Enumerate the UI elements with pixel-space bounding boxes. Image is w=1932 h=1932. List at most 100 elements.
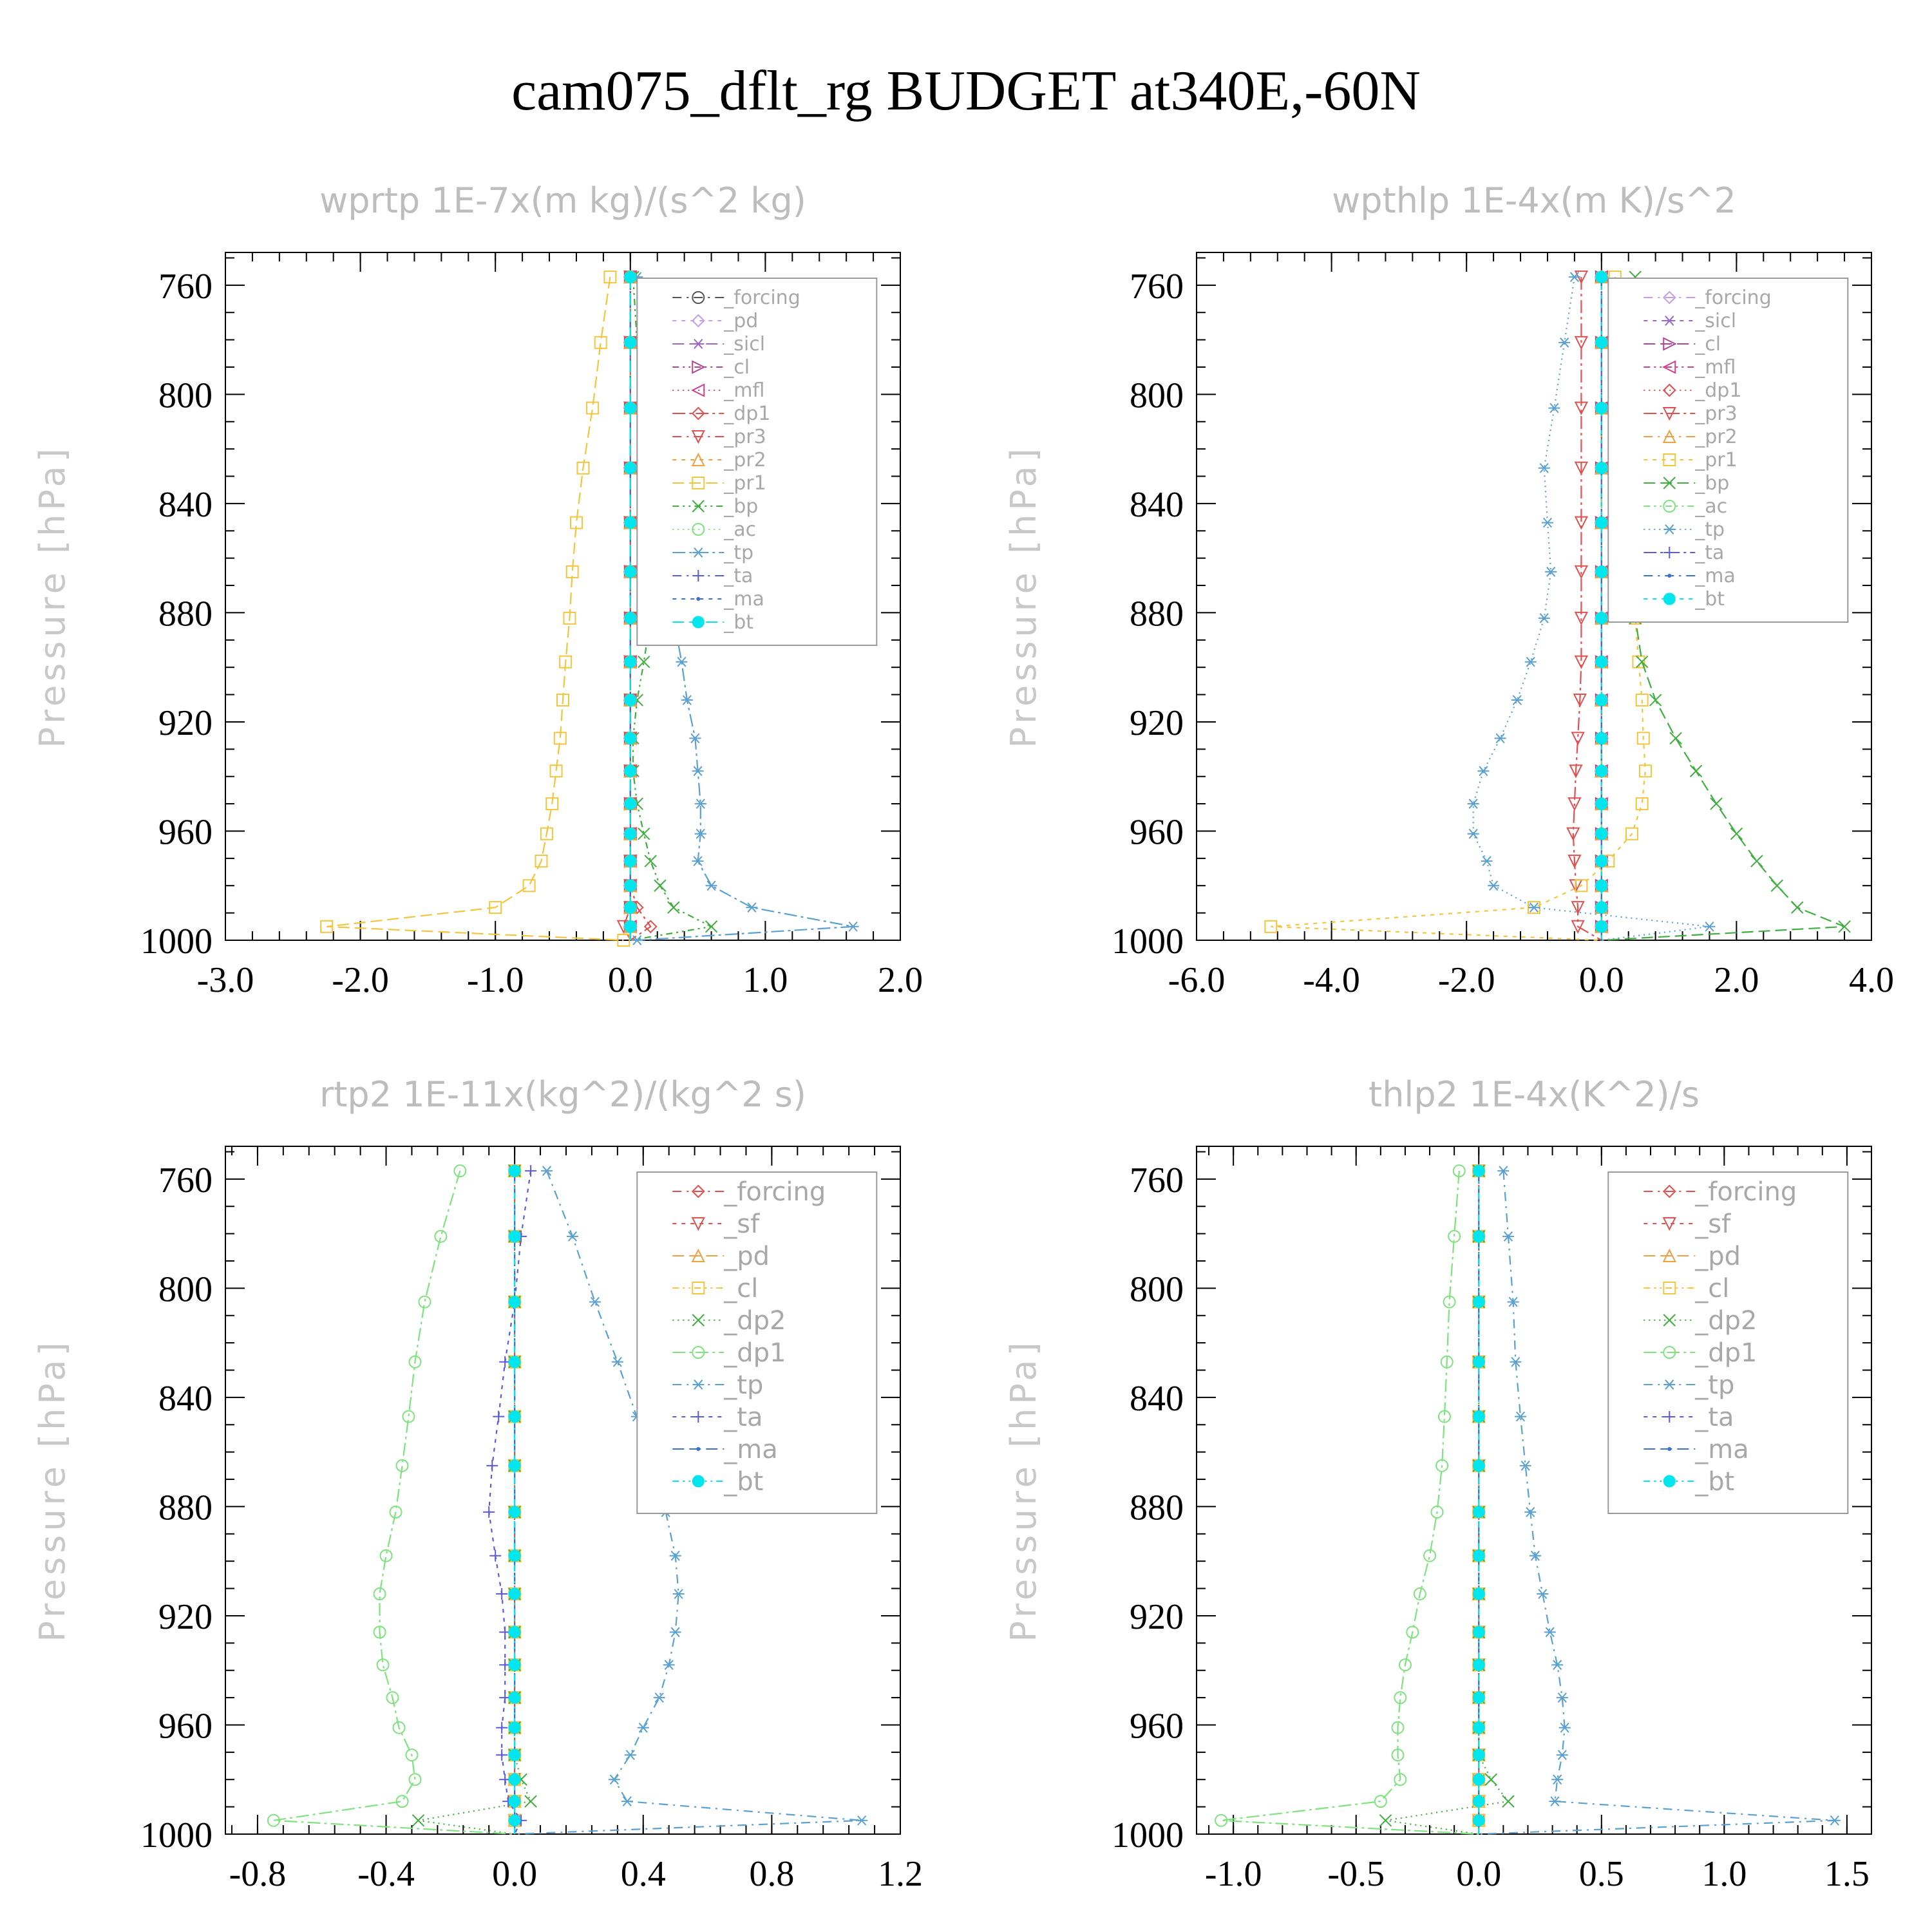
legend-marker (1662, 360, 1676, 374)
data-point (559, 655, 573, 668)
data-point (524, 1795, 537, 1808)
legend-marker (692, 1346, 705, 1359)
panel-title: wprtp 1E-7x(m kg)/(s^2 kg) (319, 180, 806, 221)
data-point (624, 402, 637, 415)
data-point (1215, 1814, 1228, 1827)
data-point (1538, 613, 1550, 623)
data-point (608, 1774, 620, 1785)
data-point (1472, 1773, 1485, 1786)
data-point (1502, 1795, 1515, 1808)
data-point (1391, 1721, 1405, 1734)
data-point (1472, 1296, 1485, 1309)
x-tick-label: 1.0 (743, 960, 788, 1000)
data-point (1541, 517, 1553, 528)
data-point (617, 934, 630, 947)
legend-marker (1662, 383, 1676, 397)
series-line-pr3 (1572, 277, 1602, 941)
x-tick-label: 0.0 (608, 960, 653, 1000)
data-point (1472, 1625, 1485, 1638)
data-point (496, 1588, 508, 1600)
data-point (1791, 901, 1804, 914)
x-tick-label: -2.0 (332, 960, 389, 1000)
data-point (1537, 1589, 1549, 1599)
data-point (1551, 1774, 1564, 1785)
data-point (653, 1692, 665, 1703)
data-point (705, 920, 718, 933)
data-point (1571, 901, 1585, 915)
x-tick-label: -0.4 (357, 1854, 415, 1894)
data-point (508, 1721, 521, 1734)
data-point (1549, 1796, 1561, 1806)
data-point (541, 1166, 553, 1176)
data-point (1750, 855, 1763, 867)
legend-marker (1663, 524, 1676, 535)
data-point (496, 1749, 508, 1761)
legend-label: _cl (1694, 333, 1721, 355)
plot-frame (1196, 1146, 1872, 1835)
legend-label: _ma (723, 588, 764, 611)
x-tick-label: -1.0 (1205, 1854, 1262, 1894)
data-point (1569, 764, 1583, 779)
data-point (1472, 1721, 1485, 1734)
data-point (1477, 766, 1490, 777)
data-point (621, 1796, 633, 1806)
data-point (1511, 695, 1523, 705)
legend-box (636, 278, 878, 646)
data-point (1571, 920, 1585, 934)
x-tick-label: 0.5 (1579, 1854, 1624, 1894)
figure-title: cam075_dflt_rg BUDGET at340E,-60N (511, 60, 1421, 122)
data-point (1472, 1691, 1485, 1704)
data-point (1472, 1795, 1485, 1808)
data-point (1595, 920, 1608, 933)
legend-marker (1663, 1475, 1676, 1488)
data-point (1472, 1410, 1485, 1423)
legend-label: _bt (723, 611, 753, 634)
legend-label: _ac (1694, 495, 1727, 518)
data-point (1567, 855, 1582, 869)
data-point (1595, 764, 1608, 777)
legend-marker (1663, 1314, 1676, 1327)
data-point (563, 611, 576, 625)
data-point (405, 1748, 419, 1762)
data-point (545, 797, 559, 811)
legend-label: _pr3 (723, 426, 766, 448)
legend-marker (692, 547, 705, 558)
data-point (508, 1356, 521, 1368)
data-point (1568, 272, 1580, 283)
legend-marker (691, 314, 705, 328)
legend-marker (696, 597, 701, 601)
series-line-dp1 (273, 1170, 515, 1835)
data-point (624, 612, 637, 625)
data-point (611, 1356, 623, 1367)
data-point (694, 799, 706, 809)
data-point (1635, 797, 1649, 811)
data-point (540, 827, 553, 840)
legend-marker (692, 1475, 705, 1488)
legend-label: _dp1 (723, 1338, 786, 1368)
data-point (1528, 902, 1540, 913)
legend-label: _dp2 (1694, 1306, 1757, 1336)
data-point (418, 1295, 431, 1309)
legend-marker (692, 360, 706, 374)
series-line-dp2 (418, 1171, 532, 1835)
series-line-dp1 (1220, 1171, 1479, 1835)
data-point (1510, 1356, 1522, 1367)
legend-label: _bt (1694, 588, 1725, 611)
data-point (508, 1658, 521, 1671)
y-tick-label: 960 (1130, 1706, 1184, 1746)
legend-marker (1663, 1411, 1676, 1423)
data-point (603, 270, 617, 284)
x-tick-label: 4.0 (1849, 960, 1894, 1000)
legend: _forcing_pd_sicl_cl_mfl_dp1_pr3_pr2_pr1_… (636, 278, 878, 646)
data-point (624, 879, 637, 892)
legend-marker (691, 1184, 705, 1198)
data-point (1556, 1692, 1568, 1703)
legend-label: _sicl (723, 333, 765, 355)
legend-label: _sf (723, 1209, 760, 1239)
x-tick-label: 0.0 (1456, 1854, 1501, 1894)
legend-marker (691, 452, 705, 466)
legend-marker (696, 1447, 701, 1451)
panel-title: wpthlp 1E-4x(m K)/s^2 (1332, 180, 1736, 221)
legend-label: _tp (1694, 1370, 1734, 1400)
data-point (556, 694, 569, 707)
